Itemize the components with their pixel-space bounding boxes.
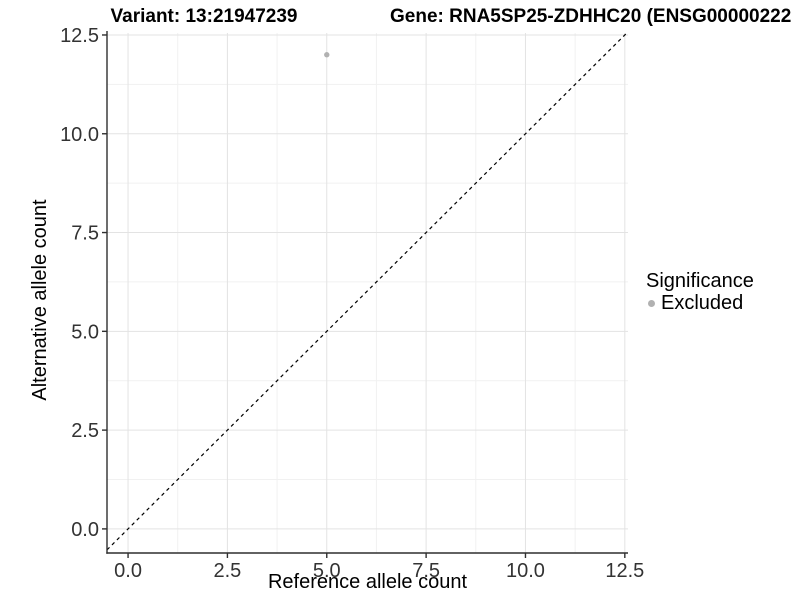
data-point-excluded [324, 52, 330, 58]
variant-title: Variant: 13:21947239 [110, 6, 298, 27]
y-tick-label: 12.5 [60, 25, 99, 47]
identity-dashed-line [106, 32, 628, 551]
legend-item-excluded: Excluded [646, 292, 754, 314]
x-tick-label: 7.5 [412, 560, 440, 582]
legend-title: Significance [646, 270, 754, 292]
y-tick-label: 10.0 [60, 124, 99, 146]
y-tick-label: 5.0 [71, 321, 99, 343]
y-tick-label: 0.0 [71, 519, 99, 541]
gene-title: Gene: RNA5SP25-ZDHHC20 (ENSG00000222 [390, 6, 792, 27]
x-tick-label: 0.0 [114, 560, 142, 582]
legend: Significance Excluded [646, 270, 754, 314]
y-tick-label: 2.5 [71, 420, 99, 442]
excluded-marker-icon [648, 299, 655, 307]
x-tick-label: 12.5 [605, 560, 644, 582]
x-tick-label: 2.5 [214, 560, 242, 582]
x-axis-title: Reference allele count [267, 571, 467, 593]
y-tick-label: 7.5 [71, 223, 99, 245]
x-tick-label: 10.0 [506, 560, 545, 582]
legend-item-label: Excluded [661, 292, 744, 314]
x-tick-label: 5.0 [313, 560, 341, 582]
